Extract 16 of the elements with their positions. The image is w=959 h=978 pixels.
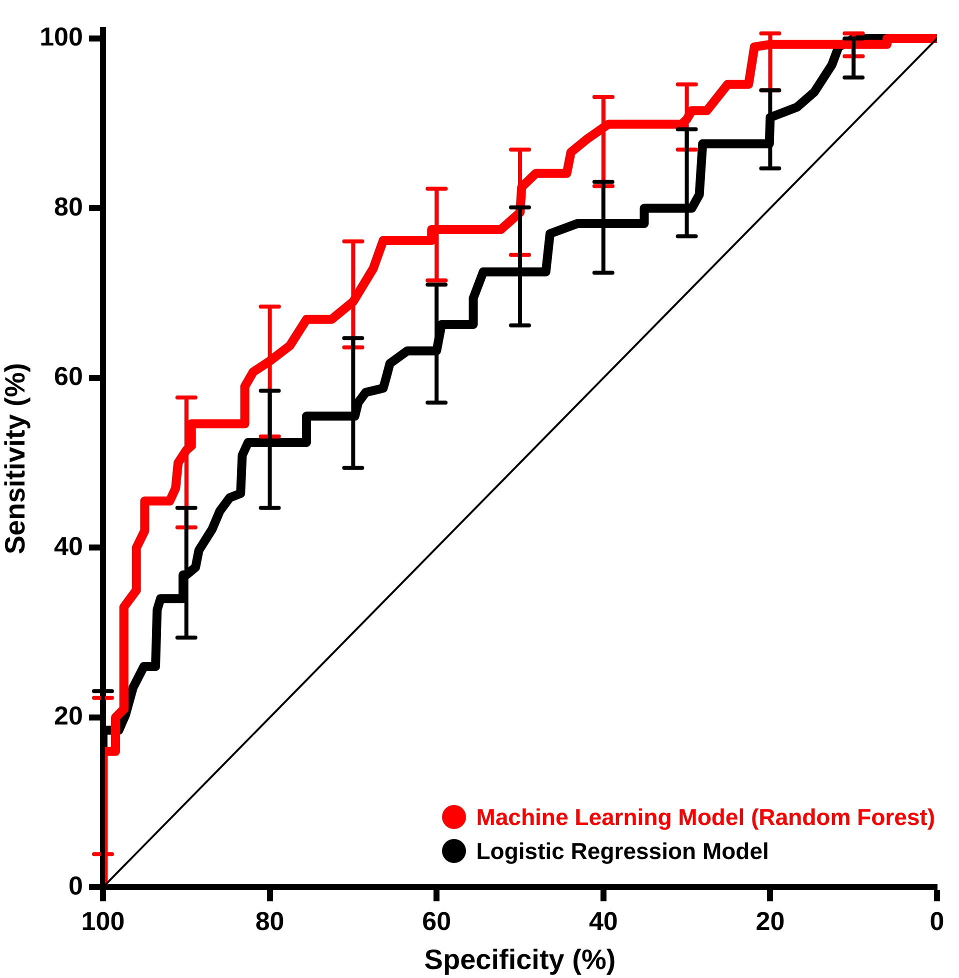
y-tick-label: 20 [54,700,83,731]
y-tick-label: 100 [40,22,83,52]
x-tick-label: 20 [756,906,785,936]
y-tick-label: 80 [54,191,83,222]
legend-label: Machine Learning Model (Random Forest) [476,803,935,832]
y-tick-label: 0 [68,870,83,900]
y-tick-label: 40 [54,530,83,561]
x-tick-label: 100 [81,906,125,936]
x-tick-label: 0 [930,906,944,936]
x-axis-title: Specificity (%) [424,944,616,975]
y-axis-title: Sensitivity (%) [0,362,31,554]
y-tick-label: 60 [54,361,83,392]
x-tick-label: 80 [255,906,284,936]
legend-label: Logistic Regression Model [476,837,769,866]
x-tick-label: 40 [588,906,618,936]
x-tick-label: 60 [422,906,452,936]
